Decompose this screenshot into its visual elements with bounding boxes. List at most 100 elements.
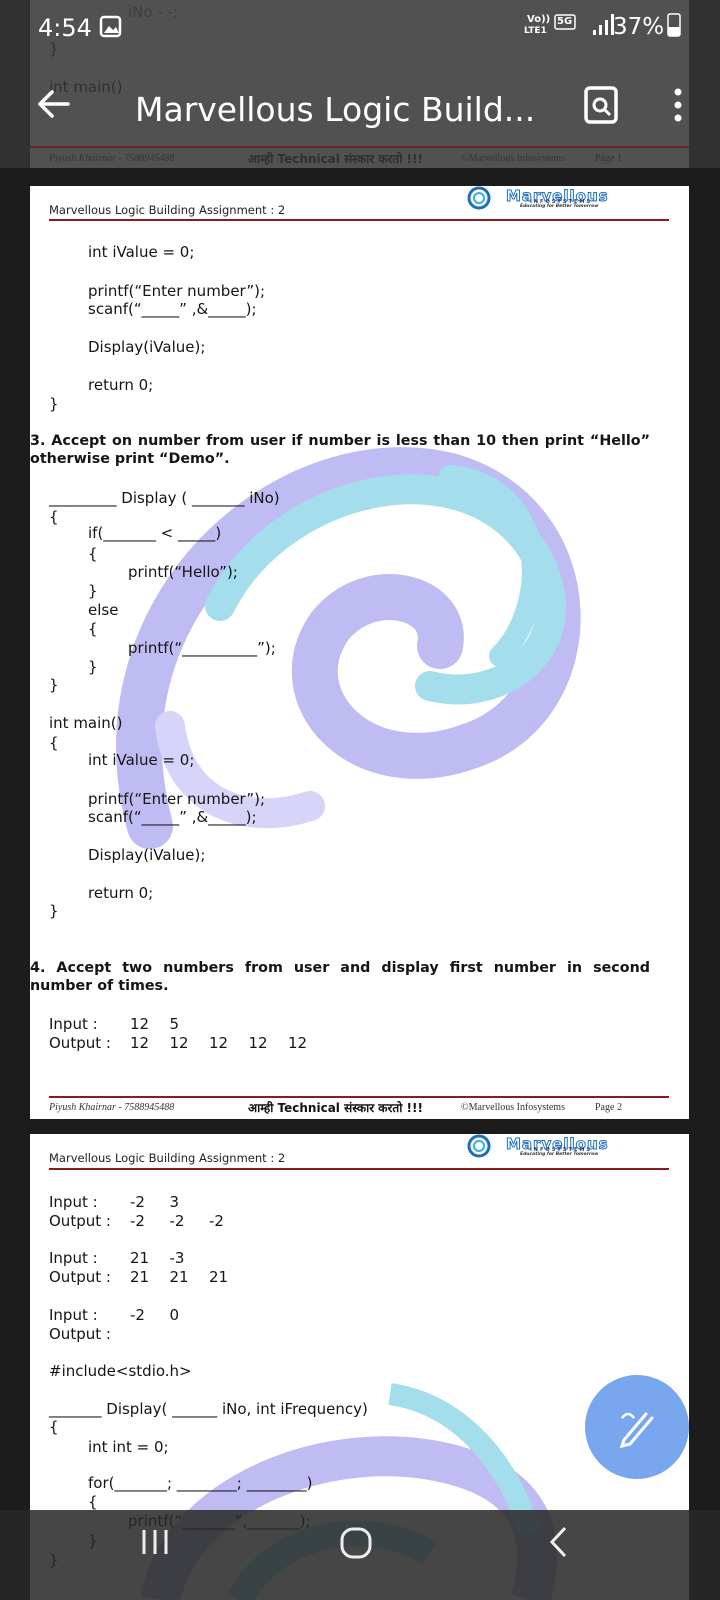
document-search-button[interactable]: [584, 86, 618, 124]
example-label: Input :: [49, 1306, 98, 1324]
home-button[interactable]: [340, 1527, 372, 1559]
code-line: Display(iValue);: [88, 338, 206, 356]
example-label: Output :: [49, 1325, 111, 1343]
code-line: {: [49, 508, 59, 526]
signal-bars: [593, 14, 614, 35]
code-line: _________ Display ( _______ iNo): [49, 489, 280, 507]
navigation-buttons: [142, 1526, 567, 1559]
footer-page: Page 2: [595, 1102, 622, 1113]
example-value: -2: [209, 1212, 224, 1230]
example-value: 12: [130, 1015, 150, 1033]
code-line: {: [88, 1493, 98, 1511]
example-label: Output :: [49, 1212, 111, 1230]
watermark: [116, 186, 581, 849]
page-rule-shadow: [30, 146, 689, 148]
header-rule: [49, 1168, 669, 1170]
example-value: 12: [130, 1034, 150, 1052]
question: 4. Accept two numbers from user and disp…: [30, 960, 650, 994]
code-line: }: [49, 902, 59, 920]
code-line: printf(“Enter number”);: [88, 282, 266, 300]
example-value: -2: [130, 1306, 145, 1324]
status-volte: Vo)): [527, 14, 551, 25]
logo-name: Marvellous: [506, 187, 609, 206]
5g-box: [554, 14, 576, 30]
navigation-bar: [0, 1510, 720, 1600]
pdf-page: Marvellous Logic Building Assignment : 2…: [30, 186, 689, 1119]
code-line: printf(“Enter number”);: [88, 790, 266, 808]
code-line: {: [49, 734, 59, 752]
code-line: {: [49, 1418, 59, 1436]
back-button[interactable]: [549, 1526, 567, 1558]
example-value: 21: [130, 1249, 150, 1267]
logo-name: Marvellous: [506, 1135, 609, 1154]
example-value: 21: [169, 1268, 189, 1286]
code-line: Display(iValue);: [88, 846, 206, 864]
example-label: Input :: [49, 1249, 98, 1267]
code-line: _______ Display( ______ iNo, int iFreque…: [49, 1400, 368, 1418]
status-battery: 37%: [613, 14, 665, 40]
code-line: scanf(“_____” ,&_____);: [88, 808, 257, 826]
code-line: printf(“Hello”);: [128, 563, 238, 581]
code-line: }: [49, 395, 59, 413]
question: 3. Accept on number from user if number …: [30, 433, 650, 467]
footer-copyright: ©Marvellous Infosystems: [461, 1102, 565, 1113]
edit-fab[interactable]: [584, 1374, 690, 1480]
page-header: Marvellous Logic Building Assignment : 2: [49, 1151, 286, 1165]
example-label: Output :: [49, 1034, 111, 1052]
code-line: return 0;: [88, 376, 154, 394]
example-value: 12: [169, 1034, 189, 1052]
code-line: int main(): [49, 714, 123, 732]
code-line: }: [88, 582, 98, 600]
example-value: -2: [130, 1212, 145, 1230]
page-header: Marvellous Logic Building Assignment : 2: [49, 203, 286, 217]
code-line: #include<stdio.h>: [49, 1362, 192, 1380]
example-label: Output :: [49, 1268, 111, 1286]
code-line: int iValue = 0;: [88, 751, 195, 769]
logo-tagline: INFOSYSTEMS: [530, 199, 592, 205]
example-value: 3: [169, 1193, 180, 1211]
toolbar-title: Marvellous Logic Build...: [135, 90, 536, 129]
example-value: -2: [169, 1212, 185, 1230]
footer-rule: [49, 1096, 669, 1098]
code-line: }: [49, 676, 59, 694]
example-value: -2: [130, 1193, 145, 1211]
logo-tagline: INFOSYSTEMS: [530, 1147, 592, 1153]
code-line: if(_______ < _____): [88, 524, 222, 542]
example-value: 12: [288, 1034, 308, 1052]
gallery-icon-shape: [104, 26, 119, 33]
footer-author: Piyush Khairnar - 7588945488: [49, 1102, 175, 1113]
code-line: int int = 0;: [88, 1438, 169, 1456]
code-line: scanf(“_____” ,&_____);: [88, 300, 257, 318]
example-value: 21: [209, 1268, 229, 1286]
code-line: for(_______; ________; ________): [88, 1474, 313, 1492]
code-line: {: [88, 620, 98, 638]
back-arrow[interactable]: [38, 90, 70, 118]
code-line: printf(“__________”);: [128, 639, 276, 657]
example-value: 0: [169, 1306, 180, 1324]
example-value: 5: [169, 1015, 180, 1033]
example-value: 12: [248, 1034, 268, 1052]
recent-apps-button[interactable]: [142, 1530, 168, 1554]
app-bar-icons: [38, 13, 682, 124]
code-line: return 0;: [88, 884, 154, 902]
code-line: {: [88, 545, 98, 563]
code-line: }: [88, 658, 98, 676]
code-line: int iValue = 0;: [88, 243, 195, 261]
logo-motto: Educating for Better Tomorrow: [520, 1152, 599, 1157]
status-lte: LTE1: [524, 26, 547, 36]
example-value: 12: [209, 1034, 229, 1052]
example-label: Input :: [49, 1015, 98, 1033]
header-rule: [49, 219, 669, 221]
gallery-icon: [99, 15, 122, 38]
footer-motto: आम्ही Technical संस्कार करतो !!!: [248, 1101, 423, 1115]
example-value: -3: [169, 1249, 185, 1267]
battery-level: [668, 27, 680, 36]
example-value: 21: [130, 1268, 150, 1286]
code-line: else: [88, 601, 119, 619]
status-time: 4:54: [38, 14, 92, 42]
example-label: Input :: [49, 1193, 98, 1211]
logo-motto: Educating for Better Tomorrow: [520, 204, 599, 209]
overflow-menu[interactable]: [674, 88, 682, 122]
status-5g: 5G: [557, 16, 573, 27]
